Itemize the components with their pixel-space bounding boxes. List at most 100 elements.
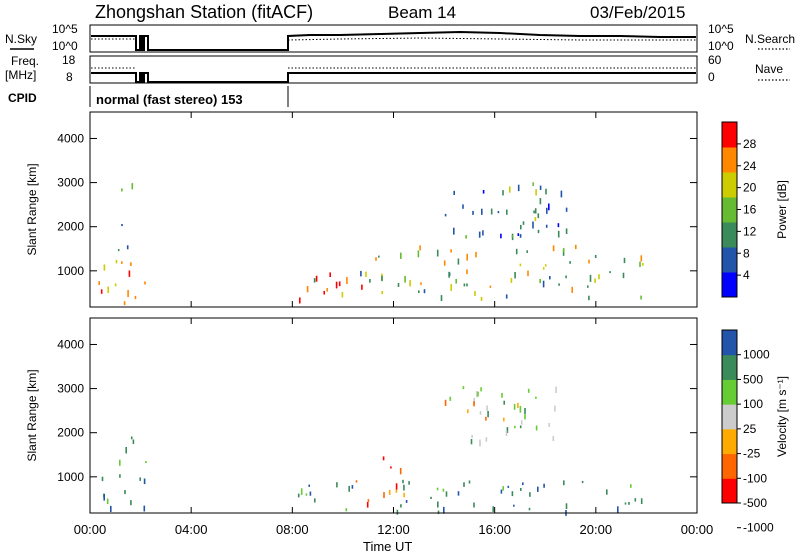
data-cell [482,230,484,236]
data-cell [640,498,643,504]
data-cell [606,489,608,495]
data-cell [444,399,447,406]
data-cell [565,275,567,279]
data-cell [520,420,523,425]
data-cell [405,500,408,503]
data-cell [571,286,573,293]
y-tick-label: 4000 [57,131,84,145]
colorbar-segment [722,172,737,198]
data-cell [640,255,643,262]
x-tick-label: 00:00 [681,522,714,537]
data-cell [481,208,483,215]
nave-label: Nave [755,62,783,76]
data-cell [470,439,473,445]
data-cell [539,185,542,190]
data-cell [542,280,545,288]
data-cell [448,271,450,278]
data-cell [117,249,120,252]
data-cell [472,210,474,215]
y-axis-label: Slant Range [km] [25,163,39,255]
data-cell [594,278,596,283]
y-tick-label: 3000 [57,382,84,396]
data-cell [134,295,137,300]
data-cell [480,296,483,301]
nsky-tick-bottom: 10^0 [52,39,78,53]
data-cell [445,491,448,497]
data-cell [524,408,526,414]
data-cell [487,411,489,418]
data-cell [532,221,534,229]
data-cell [497,211,500,214]
data-cell [628,502,630,505]
data-cell [474,291,476,296]
data-cell [542,267,545,270]
data-cell [513,504,515,507]
panel-frame [89,317,698,514]
data-cell [515,248,518,255]
data-cell [511,235,514,238]
y-tick-label: 3000 [57,176,84,190]
data-cell [509,186,511,193]
data-cell [522,482,524,486]
colorbar-tick-label: 28 [743,137,757,151]
data-cell [436,249,439,257]
data-cell [440,295,443,301]
data-cell [569,261,571,264]
data-cell [388,489,391,495]
data-cell [462,204,464,209]
data-cell [313,278,316,283]
y-tick-label: 2000 [57,426,84,440]
data-cell [450,249,452,253]
data-cell [558,283,560,286]
data-cell [589,274,592,282]
data-cell [338,281,341,287]
data-cell [103,493,105,501]
data-cell [505,430,508,436]
nsky-trace [91,30,696,51]
colorbar-tick-label: 500 [743,372,763,386]
data-cell [450,284,452,291]
data-cell [125,447,127,454]
data-cell [490,208,493,215]
data-cell [471,435,473,438]
data-cell [519,234,522,238]
nave-tick-bottom: 0 [708,70,715,84]
colorbar-segment [722,272,737,298]
data-cell [404,275,406,283]
beam-label: Beam 14 [388,3,456,22]
colorbar-tick-label: 1000 [743,348,770,362]
data-cell [144,281,146,285]
data-cell [510,277,513,283]
data-cells [98,182,644,306]
data-cell [442,488,445,492]
nave-tick-top: 60 [708,53,722,67]
panel-frame [89,111,698,308]
data-cell [124,490,126,495]
data-cell [107,286,109,293]
data-cell [315,275,318,282]
data-cell [381,275,383,282]
data-cell [106,498,109,505]
data-cell [535,425,538,431]
data-cell [554,405,556,412]
colorbar-tick-label: -100 [743,471,767,485]
x-tick-label: 20:00 [580,522,613,537]
data-cell [594,255,597,258]
data-cell [423,289,426,294]
data-cell [346,277,348,284]
data-cell [502,486,504,491]
data-cell [517,402,519,408]
colorbar-segment [722,247,737,273]
data-cell [581,480,584,484]
data-cell [548,423,550,427]
colorbar-label: Velocity [m s⁻¹] [775,376,789,457]
data-cell [588,295,590,301]
colorbar-tick-label: 8 [743,246,750,260]
data-cell [527,388,530,393]
data-cell [348,485,350,492]
y-axis-label: Slant Range [km] [25,369,39,461]
data-cell [622,272,625,279]
data-cell [477,391,479,397]
colorbar-segment [722,330,737,356]
data-cell [598,274,600,280]
